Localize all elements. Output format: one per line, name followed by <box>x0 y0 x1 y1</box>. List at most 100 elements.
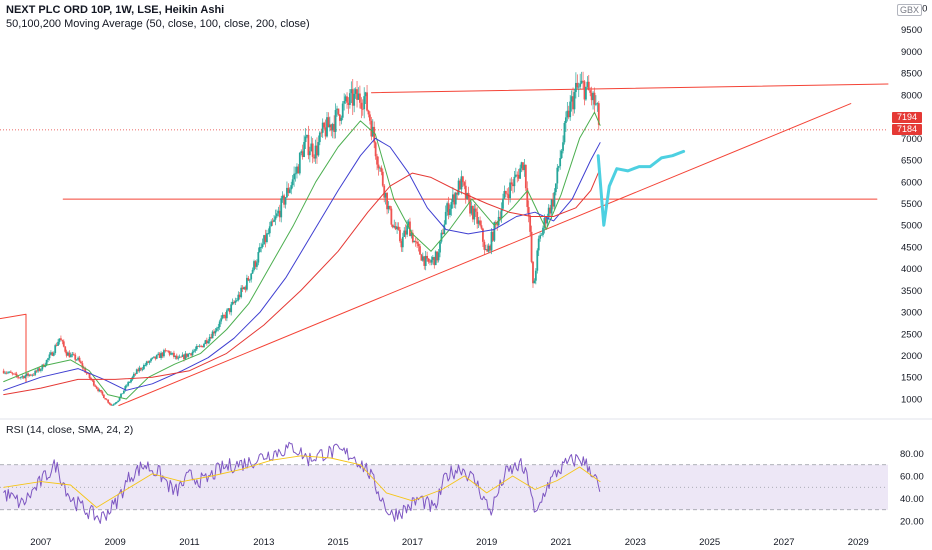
candle-up <box>321 122 324 133</box>
candle-down <box>469 198 471 214</box>
candle-up <box>523 164 526 171</box>
candle-down <box>369 114 371 121</box>
candle-up <box>266 233 268 243</box>
ma-legend: 50,100,200 Moving Average (50, close, 10… <box>6 18 310 30</box>
candle-down <box>507 194 510 199</box>
candle-up <box>170 353 172 355</box>
rsi-signal-line <box>3 455 601 508</box>
candle-down <box>544 218 547 224</box>
candle-up <box>514 174 517 177</box>
candle-down <box>417 243 420 247</box>
candle-up <box>284 197 287 205</box>
candle-down <box>78 357 81 362</box>
chart-title: NEXT PLC ORD 10P, 1W, LSE, Heikin Ashi <box>6 4 225 16</box>
candle-up <box>502 198 504 209</box>
candle-up <box>260 246 263 248</box>
candle-down <box>436 251 439 261</box>
moving-average-ma50 <box>3 111 601 400</box>
candle-up <box>286 187 288 198</box>
candle-down <box>552 199 554 207</box>
currency-badge[interactable]: GBX <box>896 4 922 16</box>
candle-up <box>130 379 132 383</box>
candle-down <box>95 386 98 389</box>
candle-down <box>414 241 417 242</box>
candle-up <box>151 357 154 359</box>
candle-up <box>457 180 460 195</box>
candle-up <box>258 247 261 253</box>
candle-up <box>421 256 424 261</box>
candle-down <box>456 192 459 195</box>
candle-down <box>489 245 491 251</box>
candle-up <box>181 354 184 357</box>
candle-down <box>532 261 534 284</box>
candle-down <box>360 102 363 109</box>
candle-down <box>110 403 112 406</box>
candle-down <box>55 345 58 347</box>
candle-down <box>530 231 533 262</box>
candle-up <box>24 375 27 379</box>
candle-up <box>557 166 560 168</box>
candle-down <box>426 255 429 259</box>
candle-down <box>205 340 208 344</box>
price-axis-tick: 5000 <box>901 221 922 232</box>
candle-up <box>231 301 234 305</box>
candle-up <box>257 252 260 263</box>
candle-up <box>117 400 120 402</box>
candle-up <box>174 355 177 358</box>
candle-down <box>68 352 71 358</box>
candle-up <box>268 226 271 234</box>
candle-up <box>574 82 577 93</box>
candle-down <box>492 231 494 241</box>
candle-down <box>91 379 94 381</box>
candle-down <box>9 371 12 373</box>
price-axis-tick: 8000 <box>901 90 922 101</box>
candle-up <box>451 194 454 203</box>
candle-up <box>410 232 413 237</box>
candle-down <box>81 363 84 368</box>
candle-down <box>399 229 401 242</box>
candle-down <box>90 377 92 380</box>
candle-up <box>54 345 57 353</box>
candle-up <box>148 360 151 363</box>
candle-down <box>590 92 593 101</box>
candle-down <box>420 254 423 261</box>
candle-up <box>135 369 138 374</box>
candle-down <box>429 261 431 263</box>
candle-up <box>493 222 496 241</box>
candle-down <box>134 373 137 375</box>
candle-up <box>98 389 101 392</box>
price-tag-current: 7194 <box>892 112 922 123</box>
candle-down <box>338 114 341 121</box>
candle-down <box>140 367 142 370</box>
candle-up <box>503 191 506 199</box>
candle-up <box>328 124 331 128</box>
candle-up <box>379 167 381 169</box>
price-axis-tick: 2000 <box>901 351 922 362</box>
candle-up <box>138 367 141 371</box>
candle-down <box>161 352 164 357</box>
candle-up <box>354 89 357 94</box>
candle-up <box>71 354 74 356</box>
candle-up <box>188 353 191 355</box>
candle-up <box>225 310 228 319</box>
candle-up <box>353 93 356 106</box>
candle-up <box>221 315 224 319</box>
trendline-old-step <box>0 313 27 383</box>
candle-up <box>277 210 280 214</box>
candle-down <box>38 368 41 371</box>
candle-down <box>472 205 474 220</box>
candle-up <box>163 350 165 357</box>
moving-average-ma100 <box>3 137 601 391</box>
projection-path <box>596 149 686 227</box>
candle-down <box>173 352 175 358</box>
candle-up <box>31 374 34 376</box>
candle-up <box>124 386 127 391</box>
candle-down <box>361 108 364 110</box>
candle-up <box>127 382 130 386</box>
candle-up <box>341 103 344 118</box>
candle-down <box>104 398 107 400</box>
candle-up <box>141 368 144 370</box>
candle-up <box>120 393 122 398</box>
candle-down <box>233 301 235 303</box>
